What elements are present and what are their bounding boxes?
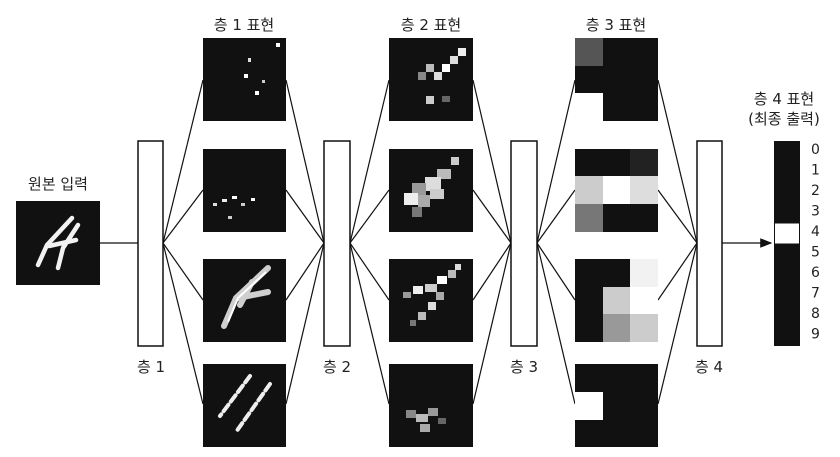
layer3-map-4 bbox=[575, 364, 658, 447]
layer2-repr-label: 층 2 표현 bbox=[401, 16, 461, 34]
layer1-repr-label: 층 1 표현 bbox=[214, 16, 274, 34]
edge bbox=[657, 79, 698, 244]
output-digit-8: 8 bbox=[811, 306, 820, 322]
output-digit-6: 6 bbox=[811, 265, 820, 281]
layer3-label: 층 3 bbox=[510, 358, 538, 376]
edge bbox=[349, 242, 390, 405]
layer1-map-4 bbox=[203, 364, 286, 447]
layer2-map-1 bbox=[389, 38, 473, 121]
edge bbox=[349, 79, 390, 244]
final-output-label: (최종 출력) bbox=[748, 110, 820, 128]
layer3-map-1 bbox=[575, 38, 658, 121]
layer4-label: 층 4 bbox=[695, 358, 723, 376]
edge bbox=[536, 242, 576, 301]
output-digit-3: 3 bbox=[811, 204, 820, 220]
edge bbox=[536, 242, 576, 405]
output-digit-5: 5 bbox=[811, 245, 820, 261]
layer2-map-3 bbox=[389, 259, 473, 342]
output-digit-labels: 0 1 2 3 4 5 6 7 8 9 bbox=[811, 142, 820, 343]
connections bbox=[100, 79, 773, 405]
layer4-box bbox=[696, 140, 723, 347]
edge bbox=[472, 242, 512, 405]
layer3-map-2 bbox=[575, 149, 658, 232]
edge bbox=[536, 189, 576, 244]
edge bbox=[536, 79, 576, 244]
input-image bbox=[16, 201, 100, 285]
layer2-box bbox=[323, 140, 351, 347]
edge bbox=[349, 189, 390, 244]
edge bbox=[285, 242, 325, 405]
edge bbox=[657, 242, 698, 405]
edge bbox=[657, 242, 698, 301]
layer1-map-2 bbox=[203, 149, 286, 232]
edge bbox=[472, 79, 512, 244]
layer1-map-3 bbox=[203, 259, 286, 342]
edge bbox=[162, 242, 204, 301]
output-digit-9: 9 bbox=[811, 327, 820, 343]
layer1-map-1 bbox=[203, 38, 286, 121]
output-digit-1: 1 bbox=[811, 163, 820, 179]
edge bbox=[162, 189, 204, 244]
layer1-box bbox=[137, 140, 164, 347]
edge bbox=[285, 242, 325, 301]
layer3-map-3 bbox=[575, 259, 658, 342]
edge bbox=[162, 79, 204, 244]
edge bbox=[472, 189, 512, 244]
output-digit-2: 2 bbox=[811, 183, 820, 199]
layer4-repr-label: 층 4 표현 bbox=[754, 90, 814, 108]
input-label: 원본 입력 bbox=[28, 175, 88, 193]
layer2-map-2 bbox=[389, 149, 473, 232]
layer2-label: 층 2 bbox=[323, 358, 351, 376]
output-digit-7: 7 bbox=[811, 286, 820, 302]
edge bbox=[472, 242, 512, 301]
layer2-map-4 bbox=[389, 364, 473, 447]
active-output-cell bbox=[775, 223, 799, 244]
layer1-label: 층 1 bbox=[137, 358, 165, 376]
output-digit-4: 4 bbox=[811, 224, 820, 240]
edge bbox=[162, 242, 204, 405]
layer3-repr-label: 층 3 표현 bbox=[586, 16, 646, 34]
output-vector: 0 1 2 3 4 5 6 7 8 9 bbox=[774, 141, 820, 346]
edge bbox=[285, 189, 325, 244]
output-digit-0: 0 bbox=[811, 142, 820, 158]
edge bbox=[285, 79, 325, 244]
edge bbox=[657, 189, 698, 244]
layer3-box bbox=[510, 140, 538, 347]
edge bbox=[349, 242, 390, 301]
